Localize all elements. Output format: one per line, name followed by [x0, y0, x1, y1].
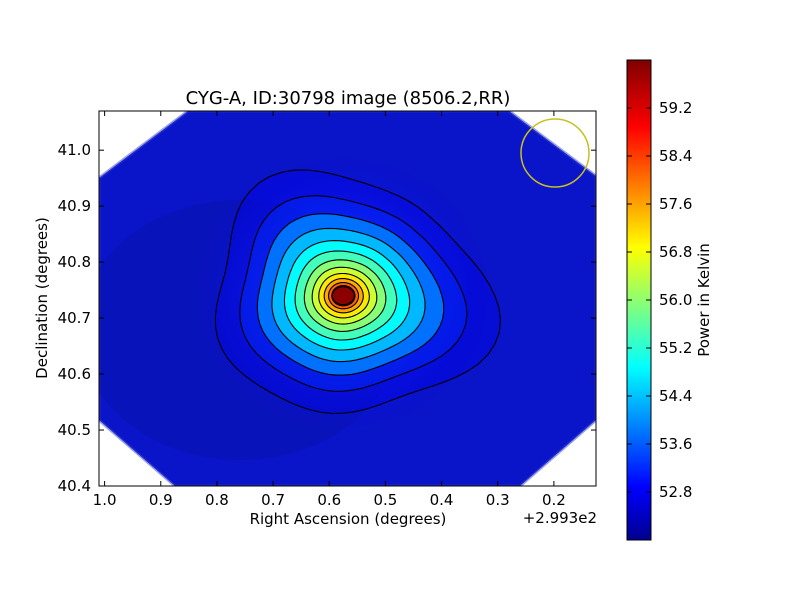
contour-line: [214, 169, 502, 415]
colorbar-tick-label: 59.2: [659, 99, 692, 117]
colorbar-tick-label: 53.6: [659, 435, 692, 453]
x-offset-label: +2.993e2: [523, 509, 597, 527]
heatmap-image: [99, 111, 596, 486]
x-tick-label: 0.6: [317, 491, 341, 509]
plot-frame: [98, 110, 597, 487]
chart-title: CYG-A, ID:30798 image (8506.2,RR): [186, 88, 511, 109]
x-tick-label: 0.3: [486, 491, 510, 509]
contour-line: [271, 227, 426, 363]
y-axis: 40.4 40.5 40.6 40.7 40.8 40.9 41.0: [58, 141, 596, 495]
contour-line: [311, 266, 378, 325]
colorbar-tick-label: 55.2: [659, 339, 692, 357]
contour-line: [318, 272, 370, 319]
colorbar-tick-label: 52.8: [659, 483, 692, 501]
contour-line: [256, 213, 445, 376]
peak-core: [331, 286, 355, 306]
contour-line: [327, 282, 360, 310]
contour-line: [303, 259, 387, 332]
contour-line: [239, 195, 468, 392]
x-axis: 1.0 0.9 0.8 0.7 0.6 0.5 0.4 0.3 0.2: [93, 111, 566, 509]
x-tick-label: 0.4: [430, 491, 454, 509]
colorbar-tick-label: 58.4: [659, 147, 692, 165]
y-tick-label: 40.9: [58, 197, 91, 215]
colorbar-tick-label: 54.4: [659, 387, 692, 405]
y-tick-label: 40.4: [58, 477, 91, 495]
x-axis-label: Right Ascension (degrees): [250, 510, 447, 528]
x-tick-label: 0.7: [261, 491, 285, 509]
colorbar-tick-label: 56.0: [659, 291, 692, 309]
x-tick-label: 0.5: [373, 491, 397, 509]
colorbar-axis: 52.8 53.6 54.4 55.2 56.0 56.8 57.6 58.4 59.2: [627, 99, 692, 501]
y-tick-label: 40.6: [58, 365, 91, 383]
y-axis-label: Declination (degrees): [33, 217, 51, 379]
contour-line: [294, 250, 398, 341]
beam-circle-marker: [520, 118, 590, 188]
colorbar-tick-label: 56.8: [659, 243, 692, 261]
y-tick-label: 40.8: [58, 253, 91, 271]
x-tick-label: 0.8: [205, 491, 229, 509]
contour-line: [323, 277, 364, 314]
y-tick-label: 41.0: [58, 141, 91, 159]
y-tick-label: 40.7: [58, 309, 91, 327]
colorbar-tick-label: 57.6: [659, 195, 692, 213]
y-tick-label: 40.5: [58, 421, 91, 439]
x-tick-label: 1.0: [93, 491, 117, 509]
contour-line: [283, 240, 411, 351]
x-tick-label: 0.2: [542, 491, 566, 509]
colorbar-label: Power in Kelvin: [695, 243, 713, 357]
x-tick-label: 0.9: [149, 491, 173, 509]
